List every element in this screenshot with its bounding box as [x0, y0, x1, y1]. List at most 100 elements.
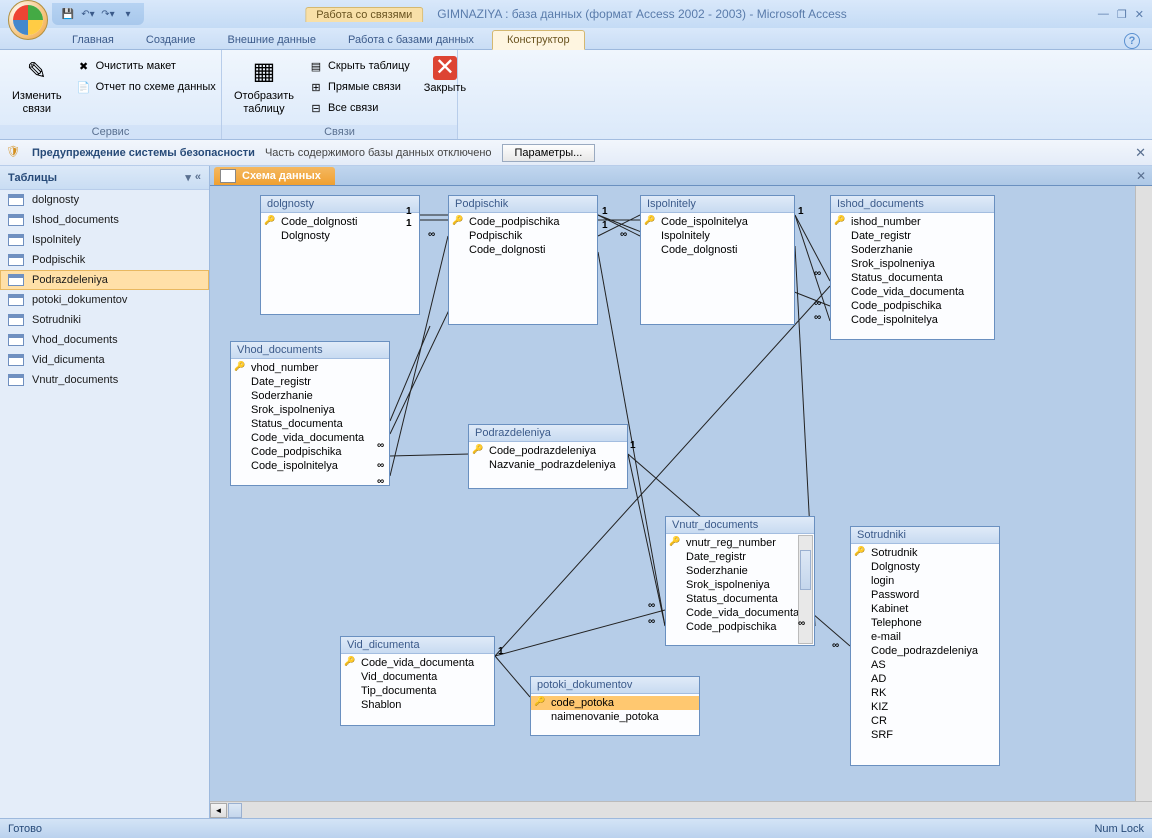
table-field[interactable]: Tip_documenta	[341, 684, 494, 698]
scroll-thumb[interactable]	[228, 803, 242, 818]
table-field[interactable]: Code_podpischika	[449, 215, 597, 229]
table-field[interactable]: Nazvanie_podrazdeleniya	[469, 458, 627, 472]
table-field[interactable]: Code_ispolnitelya	[231, 459, 389, 473]
table-title[interactable]: Vid_dicumenta	[341, 637, 494, 654]
document-tab-schema[interactable]: Схема данных	[214, 167, 335, 185]
table-field[interactable]: Code_vida_documenta	[341, 656, 494, 670]
table-field[interactable]: Code_podpischika	[231, 445, 389, 459]
table-field[interactable]: Date_registr	[231, 375, 389, 389]
restore-button[interactable]: ❐	[1117, 8, 1127, 21]
hide-table-button[interactable]: ▤Скрыть таблицу	[304, 56, 414, 76]
horizontal-scrollbar[interactable]: ◄	[210, 801, 1152, 818]
document-tab-close-icon[interactable]: ✕	[1136, 169, 1146, 183]
table-vnutr_documents[interactable]: Vnutr_documentsvnutr_reg_numberDate_regi…	[665, 516, 815, 646]
table-title[interactable]: Sotrudniki	[851, 527, 999, 544]
navitem-potoki_dokumentov[interactable]: potoki_dokumentov	[0, 290, 209, 310]
table-field[interactable]: Soderzhanie	[231, 389, 389, 403]
table-field[interactable]: Soderzhanie	[831, 243, 994, 257]
table-field[interactable]: Code_podrazdeleniya	[851, 644, 999, 658]
relationship-report-button[interactable]: 📄Отчет по схеме данных	[72, 77, 220, 97]
table-field[interactable]: Kabinet	[851, 602, 999, 616]
table-field[interactable]: Srok_ispolneniya	[831, 257, 994, 271]
table-podrazdeleniya[interactable]: Podrazdeleniya Code_podrazdeleniyaNazvani…	[468, 424, 628, 489]
table-field[interactable]: Date_registr	[666, 550, 814, 564]
security-options-button[interactable]: Параметры...	[502, 144, 596, 162]
tab-design[interactable]: Конструктор	[492, 30, 585, 50]
table-field[interactable]: Vid_documenta	[341, 670, 494, 684]
table-title[interactable]: Ispolnitely	[641, 196, 794, 213]
close-button-ribbon[interactable]: ✕ Закрыть	[418, 54, 472, 97]
table-field[interactable]: Shablon	[341, 698, 494, 712]
save-icon[interactable]: 💾	[60, 6, 76, 22]
table-field[interactable]: naimenovanie_potoka	[531, 710, 699, 724]
table-field[interactable]: Code_dolgnosti	[449, 243, 597, 257]
tab-external-data[interactable]: Внешние данные	[214, 31, 330, 49]
table-field[interactable]: Srok_ispolneniya	[666, 578, 814, 592]
navpane-header[interactable]: Таблицы ▾ «	[0, 166, 209, 190]
minimize-button[interactable]: —	[1098, 8, 1109, 21]
navitem-podpischik[interactable]: Podpischik	[0, 250, 209, 270]
tab-home[interactable]: Главная	[58, 31, 128, 49]
undo-icon[interactable]: ↶▾	[80, 6, 96, 22]
table-vid_dicumenta[interactable]: Vid_dicumenta Code_vida_documentaVid_docu…	[340, 636, 495, 726]
relationships-canvas[interactable]: dolgnostyCode_dolgnostiDolgnostyPodpisch…	[210, 186, 1152, 801]
table-field[interactable]: Status_documenta	[831, 271, 994, 285]
scroll-left-button[interactable]: ◄	[210, 803, 227, 818]
table-field[interactable]: Dolgnosty	[261, 229, 419, 243]
table-ishod_documents[interactable]: Ishod_documentsishod_numberDate_registrS…	[830, 195, 995, 340]
table-field[interactable]: AS	[851, 658, 999, 672]
navitem-vid_dicumenta[interactable]: Vid_dicumenta	[0, 350, 209, 370]
table-title[interactable]: potoki_dokumentov	[531, 677, 699, 694]
clear-layout-button[interactable]: ✖Очистить макет	[72, 56, 220, 76]
table-field[interactable]: login	[851, 574, 999, 588]
help-icon[interactable]: ?	[1124, 33, 1140, 49]
navpane-collapse-icon[interactable]: «	[195, 171, 201, 184]
navitem-dolgnosty[interactable]: dolgnosty	[0, 190, 209, 210]
table-title[interactable]: Vhod_documents	[231, 342, 389, 359]
table-title[interactable]: dolgnosty	[261, 196, 419, 213]
navitem-vnutr_documents[interactable]: Vnutr_documents	[0, 370, 209, 390]
table-dolgnosty[interactable]: dolgnostyCode_dolgnostiDolgnosty	[260, 195, 420, 315]
table-field[interactable]: Soderzhanie	[666, 564, 814, 578]
table-field[interactable]: Code_ispolnitelya	[831, 313, 994, 327]
table-title[interactable]: Podrazdeleniya	[469, 425, 627, 442]
table-field[interactable]: vnutr_reg_number	[666, 536, 814, 550]
show-table-button[interactable]: ▦ Отобразить таблицу	[228, 54, 300, 118]
table-field[interactable]: Status_documenta	[231, 417, 389, 431]
table-field[interactable]: Code_ispolnitelya	[641, 215, 794, 229]
navitem-ispolnitely[interactable]: Ispolnitely	[0, 230, 209, 250]
tab-database-tools[interactable]: Работа с базами данных	[334, 31, 488, 49]
table-field[interactable]: code_potoka	[531, 696, 699, 710]
table-field[interactable]: RK	[851, 686, 999, 700]
table-field[interactable]: Date_registr	[831, 229, 994, 243]
table-field[interactable]: Code_vida_documenta	[831, 285, 994, 299]
navitem-sotrudniki[interactable]: Sotrudniki	[0, 310, 209, 330]
table-potoki_dokumentov[interactable]: potoki_dokumentov code_potokanaimenovanie…	[530, 676, 700, 736]
table-field[interactable]: KIZ	[851, 700, 999, 714]
table-field[interactable]: Sotrudnik	[851, 546, 999, 560]
security-close-icon[interactable]: ✕	[1135, 145, 1146, 161]
qat-more-icon[interactable]: ▾	[120, 6, 136, 22]
edit-relationships-button[interactable]: ✎ Изменить связи	[6, 54, 68, 118]
close-button[interactable]: ✕	[1135, 8, 1144, 21]
table-ispolnitely[interactable]: IspolnitelyCode_ispolnitelyaIspolnitelyC…	[640, 195, 795, 325]
table-field[interactable]: Code_vida_documenta	[666, 606, 814, 620]
navitem-podrazdeleniya[interactable]: Podrazdeleniya	[0, 270, 209, 290]
navitem-vhod_documents[interactable]: Vhod_documents	[0, 330, 209, 350]
table-field[interactable]: ishod_number	[831, 215, 994, 229]
table-vhod_documents[interactable]: Vhod_documents vhod_numberDate_registrSod…	[230, 341, 390, 486]
table-podpischik[interactable]: PodpischikCode_podpischikaPodpischikCode…	[448, 195, 598, 325]
table-title[interactable]: Podpischik	[449, 196, 597, 213]
table-field[interactable]: e-mail	[851, 630, 999, 644]
table-field[interactable]: Ispolnitely	[641, 229, 794, 243]
table-field[interactable]: AD	[851, 672, 999, 686]
table-field[interactable]: Code_podrazdeleniya	[469, 444, 627, 458]
vertical-scrollbar[interactable]	[1135, 186, 1152, 801]
table-field[interactable]: Podpischik	[449, 229, 597, 243]
office-button[interactable]	[8, 0, 48, 40]
table-field[interactable]: vhod_number	[231, 361, 389, 375]
table-field[interactable]: Code_podpischika	[666, 620, 814, 634]
navitem-ishod_documents[interactable]: Ishod_documents	[0, 210, 209, 230]
tab-create[interactable]: Создание	[132, 31, 210, 49]
table-field[interactable]: Srok_ispolneniya	[231, 403, 389, 417]
